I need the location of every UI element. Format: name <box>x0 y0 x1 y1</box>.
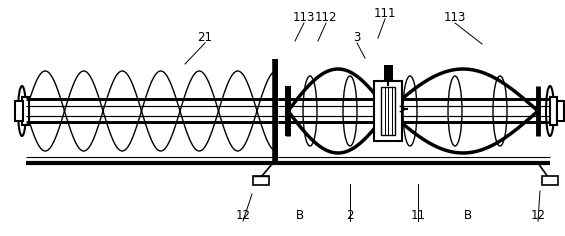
Bar <box>22 97 29 125</box>
Bar <box>550 97 557 125</box>
Text: 113: 113 <box>444 12 466 25</box>
Ellipse shape <box>303 76 317 146</box>
Ellipse shape <box>448 76 462 146</box>
Ellipse shape <box>493 76 507 146</box>
Bar <box>384 65 393 81</box>
Text: 113: 113 <box>293 12 315 25</box>
Text: 11: 11 <box>411 210 425 223</box>
Text: 12: 12 <box>236 210 250 223</box>
Bar <box>272 59 277 163</box>
Text: 21: 21 <box>198 31 212 45</box>
Text: 12: 12 <box>531 210 545 223</box>
Ellipse shape <box>403 76 417 146</box>
Bar <box>285 86 291 136</box>
Text: 112: 112 <box>315 12 337 25</box>
Ellipse shape <box>18 86 26 136</box>
Text: 2: 2 <box>346 210 354 223</box>
Ellipse shape <box>546 86 554 136</box>
Text: B: B <box>296 210 304 223</box>
Bar <box>253 176 269 185</box>
Bar <box>374 81 402 141</box>
Text: 3: 3 <box>353 31 360 45</box>
Bar <box>542 176 558 185</box>
Bar <box>381 87 395 135</box>
Ellipse shape <box>343 76 357 146</box>
Text: B: B <box>464 210 472 223</box>
Bar <box>15 101 23 121</box>
Text: 111: 111 <box>374 8 396 21</box>
Bar <box>557 101 564 121</box>
